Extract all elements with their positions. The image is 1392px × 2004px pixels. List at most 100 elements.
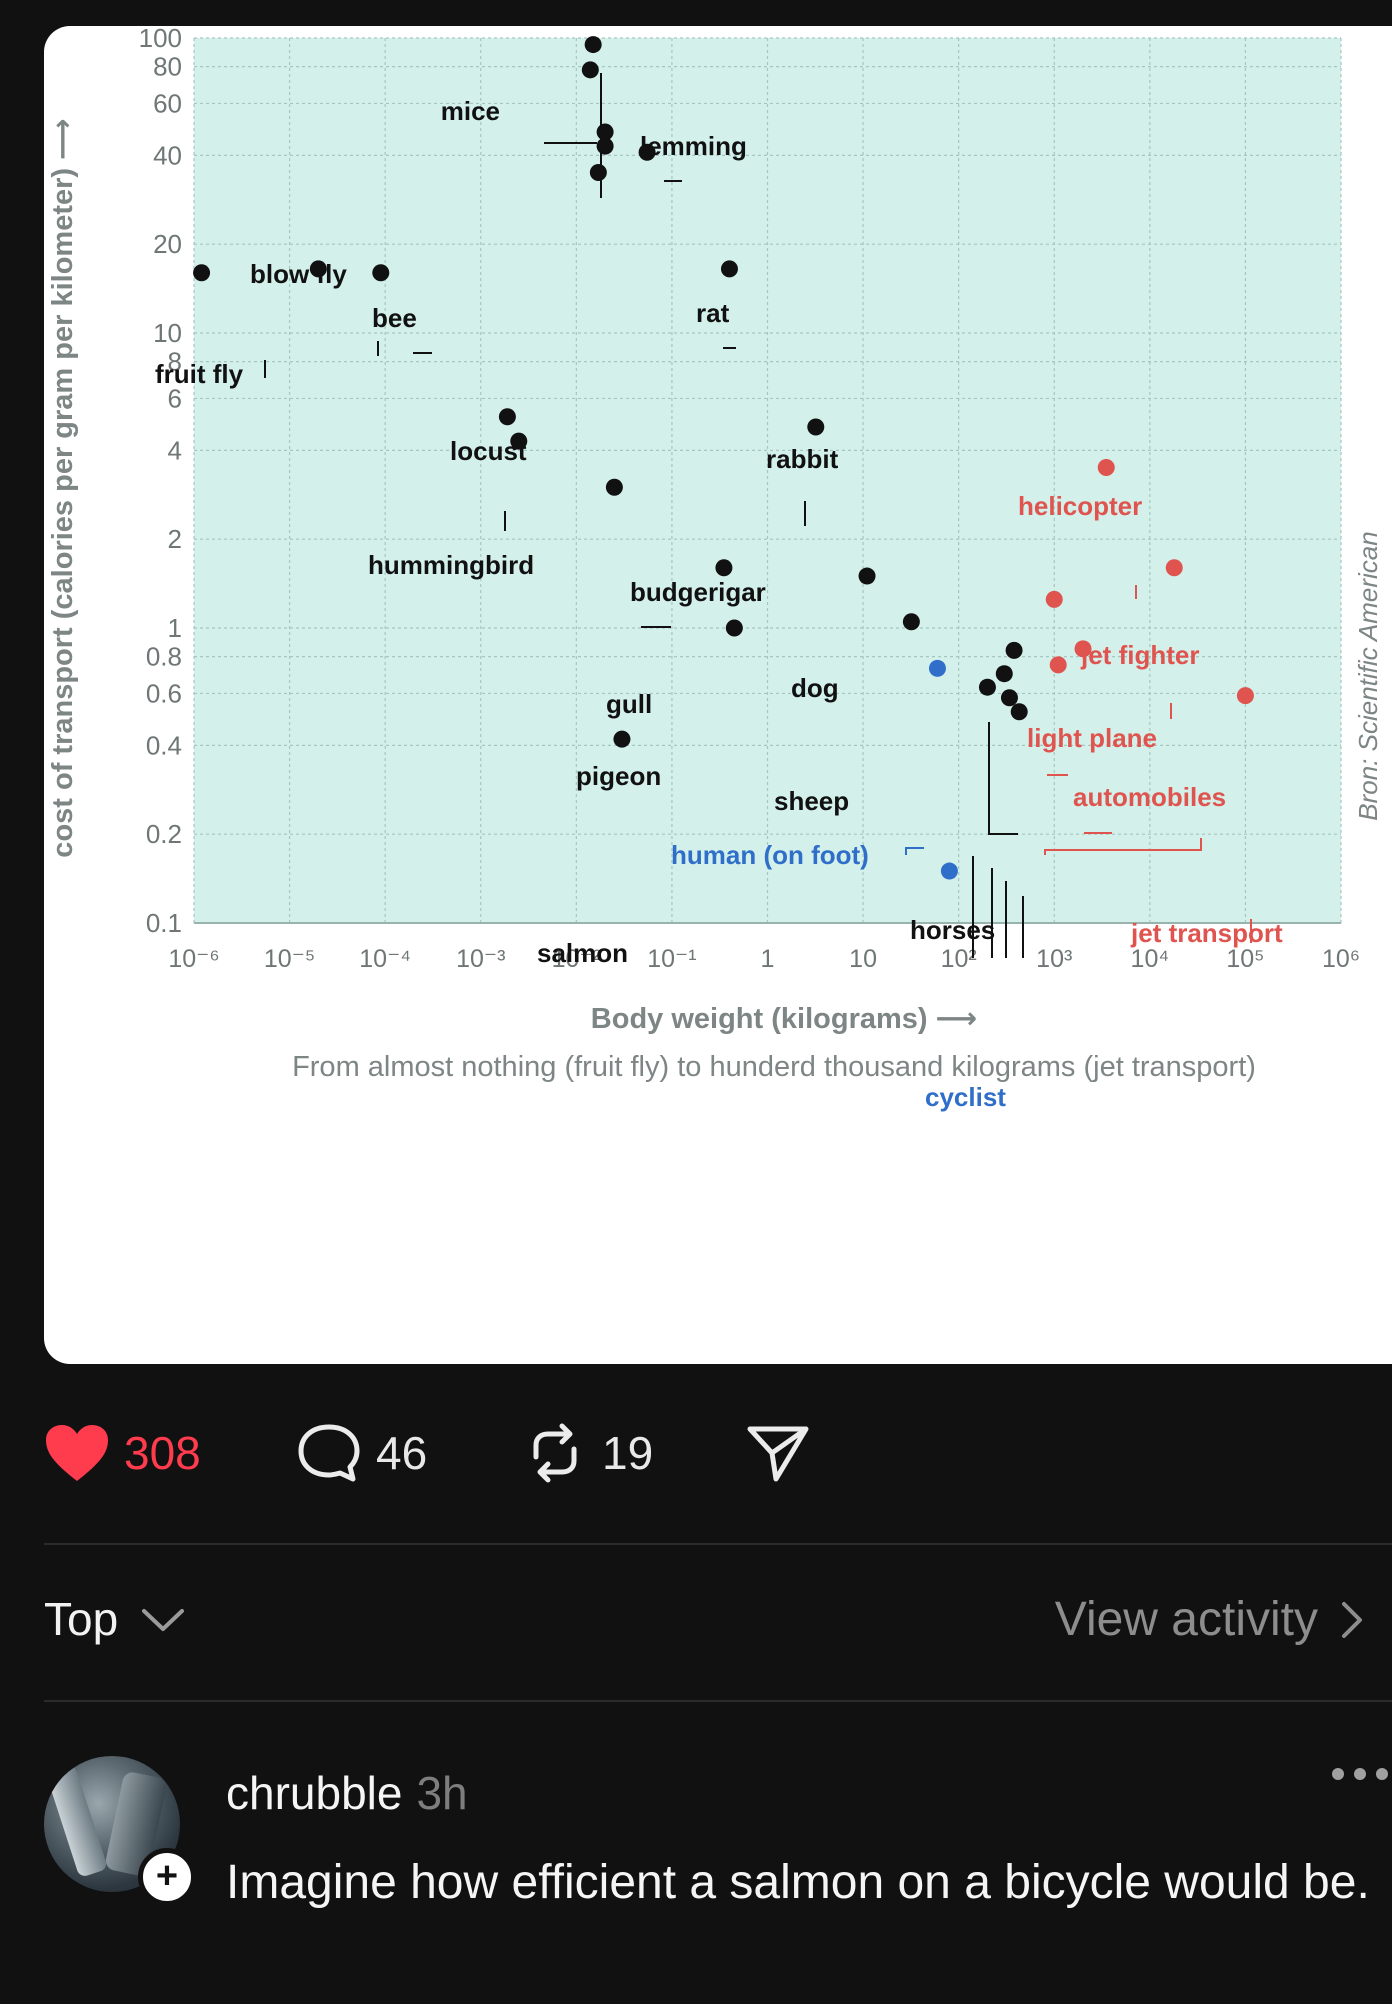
y-tick-label: 0.2	[146, 819, 182, 849]
point-label: bee	[372, 303, 417, 333]
x-tick-label: 10⁻¹	[647, 945, 696, 973]
y-tick-label: 60	[153, 88, 182, 118]
point-label: human (on foot)	[671, 840, 869, 870]
x-tick-label: 10²	[941, 945, 977, 973]
y-tick-label: 1	[168, 613, 182, 643]
repost-count: 19	[602, 1427, 654, 1479]
y-tick-label: 0.8	[146, 642, 182, 672]
x-axis-title: Body weight (kilograms) ⟶	[591, 1003, 977, 1035]
y-tick-label: 10	[153, 318, 182, 348]
point-label: pigeon	[576, 761, 661, 791]
data-point	[581, 61, 599, 79]
dot-icon	[1376, 1768, 1388, 1780]
x-tick-label: 10⁶	[1322, 945, 1360, 973]
share-button[interactable]	[746, 1418, 810, 1488]
data-point	[807, 418, 825, 436]
sort-dropdown[interactable]: Top	[44, 1592, 188, 1646]
x-tick-label: 10³	[1036, 945, 1072, 973]
data-point	[1010, 703, 1028, 721]
follow-plus-icon[interactable]: +	[138, 1848, 196, 1906]
like-button[interactable]: 308	[44, 1418, 201, 1488]
y-tick-label: 0.6	[146, 678, 182, 708]
y-tick-label: 8	[168, 347, 182, 377]
y-tick-label: 80	[153, 52, 182, 82]
x-tick-label: 10	[849, 945, 877, 973]
data-point	[940, 862, 958, 880]
point-label: mice	[441, 96, 500, 126]
y-tick-label: 2	[168, 524, 182, 554]
y-tick-label: 6	[168, 383, 182, 413]
comment-text: Imagine how efficient a salmon on a bicy…	[226, 1856, 1370, 1909]
data-point	[1005, 641, 1023, 659]
point-label: jet fighter	[1080, 640, 1199, 670]
heart-icon	[46, 1425, 108, 1481]
x-tick-label: 10⁻⁴	[359, 945, 411, 973]
point-label: blow fly	[250, 259, 347, 289]
comment-count: 46	[376, 1427, 428, 1479]
comment-username[interactable]: chrubble	[226, 1767, 403, 1819]
x-tick-label: 10⁻⁶	[168, 945, 219, 973]
comment-timestamp: 3h	[416, 1767, 468, 1819]
x-tick-label: 10⁻³	[456, 945, 505, 973]
point-label: sheep	[774, 786, 849, 816]
leader-line	[988, 722, 1018, 835]
data-point	[725, 619, 743, 637]
x-tick-label: 10⁻²	[552, 945, 601, 973]
point-label: automobiles	[1073, 782, 1226, 812]
data-point	[858, 567, 876, 585]
more-options-button[interactable]	[1332, 1768, 1388, 1780]
data-point	[1074, 640, 1092, 658]
data-point	[372, 264, 390, 282]
leader-line	[1044, 838, 1202, 855]
data-point	[605, 478, 623, 496]
y-tick-label: 0.4	[146, 730, 182, 760]
point-label: hummingbird	[368, 550, 534, 580]
dot-icon	[1332, 1768, 1344, 1780]
data-point	[613, 730, 631, 748]
chevron-down-icon	[142, 1609, 185, 1631]
y-tick-label: 40	[153, 140, 182, 170]
leader-line	[905, 847, 924, 855]
y-tick-label: 4	[168, 435, 182, 465]
data-point	[193, 264, 211, 282]
view-activity-label: View activity	[1054, 1593, 1318, 1646]
data-point	[1236, 687, 1254, 705]
y-axis-title: cost of transport (calories per gram per…	[47, 118, 79, 857]
point-label: locust	[450, 436, 527, 466]
data-point	[510, 432, 528, 450]
point-label: gull	[606, 689, 652, 719]
chart-subtitle: From almost nothing (fruit fly) to hunde…	[292, 1051, 1256, 1083]
post-image-card[interactable]: 100 80 60 40 20 10 8 6 4 2 1 0.8 0.6 0.4 0.2 0.1 10⁻⁶ 10⁻…	[44, 26, 1392, 1364]
data-point	[638, 143, 656, 161]
data-point	[596, 137, 614, 155]
like-count: 308	[124, 1427, 201, 1479]
data-point	[584, 36, 602, 54]
x-tick-label: 1	[761, 945, 775, 973]
point-label: jet transport	[1130, 918, 1283, 948]
data-point	[498, 408, 516, 426]
point-label: horses	[910, 915, 995, 945]
repost-button[interactable]: 19	[522, 1418, 653, 1488]
divider	[44, 1700, 1392, 1702]
data-point	[1049, 656, 1067, 674]
data-point	[928, 659, 946, 677]
data-point	[715, 559, 733, 577]
point-label: light plane	[1027, 723, 1157, 753]
data-point	[1000, 689, 1018, 707]
comment-button[interactable]: 46	[296, 1418, 427, 1488]
send-icon	[747, 1426, 809, 1482]
data-point	[589, 163, 607, 181]
chevron-right-icon	[1342, 1601, 1362, 1638]
y-tick-label: 0.1	[146, 908, 182, 938]
repost-icon	[533, 1423, 577, 1483]
sort-label: Top	[44, 1593, 119, 1645]
comment-bubble-icon	[298, 1424, 360, 1482]
data-point	[596, 123, 614, 141]
point-label: rat	[696, 298, 730, 328]
point-label: salmon	[537, 938, 628, 968]
view-activity-link[interactable]: View activity	[1055, 1592, 1366, 1647]
data-point	[995, 665, 1013, 683]
data-point	[978, 678, 996, 696]
point-label: helicopter	[1018, 491, 1142, 521]
y-tick-label: 20	[153, 229, 182, 259]
